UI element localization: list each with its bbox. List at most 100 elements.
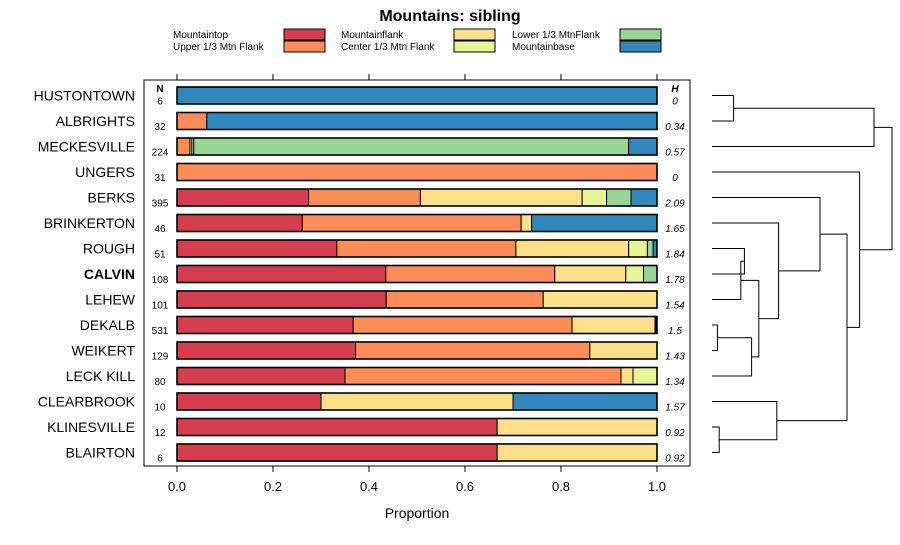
- legend-swatch-mountainflank: [453, 28, 496, 41]
- row-n-clearbrook: 10: [154, 403, 166, 414]
- legend-swatch-mountaintop: [283, 28, 326, 41]
- bar-outline-calvin: [176, 264, 658, 284]
- bar-segment-calvin-mountaintop: [176, 265, 387, 283]
- dendro-link-3: [712, 260, 745, 300]
- row-h-ungers: 0: [672, 173, 678, 184]
- legend-label-mountainbase: Mountainbase: [512, 42, 575, 53]
- dendrogram: [712, 95, 893, 453]
- bar-segment-brinkerton-mountainflank: [520, 214, 533, 232]
- bar-segment-dekalb-mountainflank: [571, 316, 656, 334]
- dendro-link-8: [712, 197, 821, 272]
- bar-segment-rough-mountainflank: [515, 239, 630, 258]
- row-n-klinesville: 12: [154, 428, 166, 439]
- bar-outline-rough: [176, 239, 658, 258]
- bar-segment-leck-kill-upper-1-3-mtn-flank: [344, 367, 622, 385]
- bar-segment-weikert-mountaintop: [176, 341, 357, 360]
- bar-segment-lehew-mountaintop: [176, 290, 387, 309]
- row-label-lehew: LEHEW: [85, 292, 136, 308]
- bar-segment-berks-mountainflank: [419, 188, 583, 207]
- row-h-klinesville: 0.92: [665, 428, 685, 439]
- bar-segment-dekalb-mountaintop: [176, 316, 354, 334]
- bar-segment-calvin-upper-1-3-mtn-flank: [385, 265, 556, 283]
- row-label-albrights: ALBRIGHTS: [56, 113, 135, 129]
- row-label-clearbrook: CLEARBROOK: [38, 394, 136, 410]
- bar-segment-rough-lower-1-3-mtnflank: [646, 239, 654, 258]
- bar-segment-dekalb-upper-1-3-mtn-flank: [352, 316, 573, 334]
- row-h-calvin: 1.78: [665, 275, 685, 286]
- row-h-berks: 2.09: [664, 199, 685, 210]
- x-tick-label-3: 0.6: [456, 479, 474, 494]
- legend-label-mountainflank: Mountainflank: [341, 30, 404, 41]
- dendro-link-13: [859, 126, 893, 251]
- row-n-brinkerton: 46: [154, 224, 166, 235]
- dendro-link-6: [740, 279, 760, 358]
- bar-segment-meckesville-lower-1-3-mtnflank: [193, 137, 630, 156]
- bar-segment-ungers-upper-1-3-mtn-flank: [176, 163, 658, 181]
- dendro-link-9: [712, 426, 720, 453]
- row-h-leck-kill: 1.34: [665, 377, 685, 388]
- bar-outline-ungers: [176, 162, 658, 182]
- bar-segment-berks-mountaintop: [176, 188, 310, 207]
- bar-segment-brinkerton-mountainbase: [531, 214, 658, 232]
- bars-group: HUSTONTOWN 6 0 ALBRIGHTS 32 0.34 MECKESVILLE 22…: [34, 86, 685, 465]
- x-axis: 0.0 0.2 0.4 0.6 0.8 1.0: [168, 74, 666, 494]
- row-label-klinesville: KLINESVILLE: [47, 419, 135, 435]
- bar-outline-dekalb: [176, 315, 658, 335]
- n-column-header: N: [156, 84, 163, 95]
- bar-segment-meckesville-upper-1-3-mtn-flank: [176, 137, 191, 156]
- row-n-rough: 51: [154, 250, 166, 261]
- row-h-dekalb: 1.5: [668, 326, 682, 337]
- bar-outline-brinkerton: [176, 213, 658, 233]
- bar-segment-blairton-mountainflank: [496, 443, 658, 462]
- row-label-blairton: BLAIRTON: [65, 445, 135, 461]
- bar-segment-lehew-mountainflank: [542, 290, 658, 309]
- dendro-link-0: [712, 95, 735, 122]
- row-n-lehew: 101: [152, 301, 169, 312]
- legend-swatch-lower-1-3-mtnflank: [619, 28, 662, 41]
- dendro-link-11: [776, 233, 848, 422]
- dendro-link-5: [712, 337, 753, 377]
- dendro-link-10: [712, 401, 778, 441]
- legend-swatch-mountainbase: [619, 40, 662, 53]
- bar-segment-blairton-mountaintop: [176, 443, 498, 462]
- plot-frame: [143, 79, 691, 467]
- bar-segment-meckesville-mountainbase: [628, 137, 658, 156]
- bar-segment-berks-center-1-3-mtn-flank: [581, 188, 608, 207]
- bar-segment-clearbrook-mountainflank: [320, 392, 514, 411]
- bar-segment-rough-mountaintop: [176, 239, 338, 258]
- row-label-dekalb: DEKALB: [80, 317, 135, 333]
- bar-segment-clearbrook-mountaintop: [176, 392, 322, 411]
- bar-segment-berks-lower-1-3-mtnflank: [606, 188, 632, 207]
- row-h-clearbrook: 1.57: [665, 403, 685, 414]
- bar-segment-brinkerton-mountaintop: [176, 214, 303, 232]
- row-label-weikert: WEIKERT: [71, 343, 135, 359]
- bar-outline-leck-kill: [176, 366, 658, 386]
- row-h-hustontown: 0: [672, 97, 678, 108]
- row-label-berks: BERKS: [88, 190, 135, 206]
- row-h-weikert: 1.43: [665, 352, 685, 363]
- row-n-berks: 395: [152, 199, 169, 210]
- row-n-dekalb: 531: [152, 326, 169, 337]
- bar-segment-albrights-mountainbase: [206, 112, 658, 130]
- bar-outline-hustontown: [176, 86, 658, 105]
- bar-outline-blairton: [176, 443, 658, 462]
- bar-segment-hustontown-mountainbase: [176, 86, 658, 105]
- legend-swatch-center-1-3-mtn-flank: [453, 40, 496, 53]
- row-label-hustontown: HUSTONTOWN: [34, 88, 135, 104]
- row-label-ungers: UNGERS: [75, 164, 135, 180]
- x-tick-label-2: 0.4: [360, 479, 378, 494]
- bar-segment-klinesville-mountainflank: [496, 418, 658, 436]
- legend-swatch-upper-1-3-mtn-flank: [283, 40, 326, 53]
- row-label-calvin: CALVIN: [84, 266, 135, 282]
- bar-segment-rough-center-1-3-mtn-flank: [628, 239, 648, 258]
- bar-segment-berks-mountainbase: [630, 188, 658, 207]
- bar-outline-lehew: [176, 290, 658, 309]
- row-h-brinkerton: 1.65: [665, 224, 685, 235]
- bar-segment-weikert-upper-1-3-mtn-flank: [355, 341, 591, 360]
- row-h-lehew: 1.54: [665, 301, 685, 312]
- bar-segment-albrights-upper-1-3-mtn-flank: [176, 112, 208, 130]
- bar-outline-klinesville: [176, 417, 658, 437]
- row-h-meckesville: 0.57: [665, 148, 685, 159]
- bar-segment-calvin-mountainflank: [554, 265, 627, 283]
- bar-outline-berks: [176, 188, 658, 207]
